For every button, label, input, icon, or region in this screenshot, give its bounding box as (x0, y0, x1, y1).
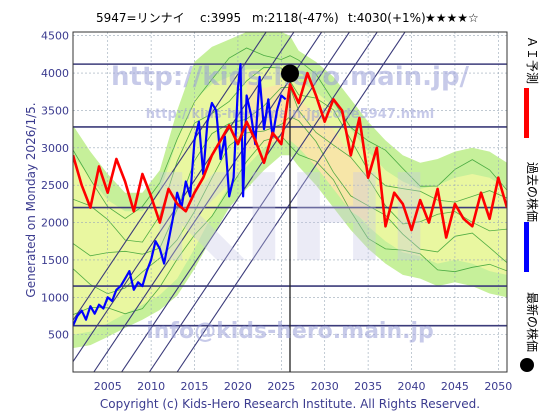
y-tick-label: 2000 (41, 217, 69, 230)
series-ai-forecast (73, 71, 507, 239)
copyright-footer: Copyright (c) Kids-Hero Research Institu… (100, 397, 480, 411)
x-tick-label: 2030 (311, 380, 339, 393)
watermark-url-code: http://kids-hero.main.jp/code5947.html (146, 107, 434, 122)
x-tick-label: 2015 (181, 380, 209, 393)
x-tick-label: 2045 (441, 380, 469, 393)
y-tick-label: 4000 (41, 67, 69, 80)
trend-channel-line (148, 32, 378, 372)
header-target: t:4030(+1%) (348, 11, 426, 25)
y-tick-label: 3000 (41, 142, 69, 155)
x-tick-label: 2010 (137, 380, 165, 393)
chart-header: 5947=リンナイ c:3995 m:2118(-47%) t:4030(+1%… (96, 11, 479, 25)
x-axis: 2005 2010 2015 2020 2025 2030 2035 2040 2045 2050 (94, 380, 513, 393)
trend-channel-line (93, 32, 323, 372)
header-stars: ★★★★☆ (425, 11, 479, 25)
legend: ＡＩ予測 過去の株価 最新の株価 (520, 36, 540, 372)
trend-channel-line (73, 32, 267, 322)
trend-channel-line (176, 32, 406, 372)
plot-area: KIHIhttp://kids-hero.main.jp/http://kids… (73, 32, 507, 372)
x-tick-label: 2035 (354, 380, 382, 393)
x-tick-label: 2040 (398, 380, 426, 393)
legend-past-swatch (524, 222, 529, 272)
latest-price-point (281, 64, 299, 83)
legend-past-label: 過去の株価 (525, 162, 540, 222)
watermark-big: KIHI (149, 150, 432, 289)
plot-frame (72, 31, 508, 373)
trend-channel-line (73, 32, 295, 363)
header-code-name: 5947=リンナイ (96, 11, 185, 25)
header-current: c:3995 (200, 11, 241, 25)
x-tick-label: 2020 (224, 380, 252, 393)
y-tick-label: 2500 (41, 179, 69, 192)
y-tick-label: 4500 (41, 30, 69, 43)
watermark-email: info@kids-hero.main.jp (146, 319, 434, 344)
legend-ai-label: ＡＩ予測 (525, 36, 539, 84)
header-mean: m:2118(-47%) (252, 11, 339, 25)
y-tick-label: 1500 (41, 254, 69, 267)
x-tick-label: 2050 (484, 380, 512, 393)
y-tick-label: 500 (48, 329, 69, 342)
y-axis: 500 1000 1500 2000 2500 3000 3500 4000 4500 (41, 30, 69, 342)
band-inner (73, 65, 507, 335)
generated-date-label: Generated on Monday 2026/1/5. (24, 102, 38, 297)
y-tick-label: 1000 (41, 291, 69, 304)
scenario-line (73, 47, 507, 219)
y-tick-label: 3500 (41, 104, 69, 117)
legend-latest-dot (520, 358, 534, 372)
x-tick-label: 2025 (267, 380, 295, 393)
legend-latest-label: 最新の株価 (525, 292, 540, 352)
x-tick-label: 2005 (94, 380, 122, 393)
trend-channel-line (121, 32, 351, 372)
legend-ai-swatch (524, 88, 529, 138)
